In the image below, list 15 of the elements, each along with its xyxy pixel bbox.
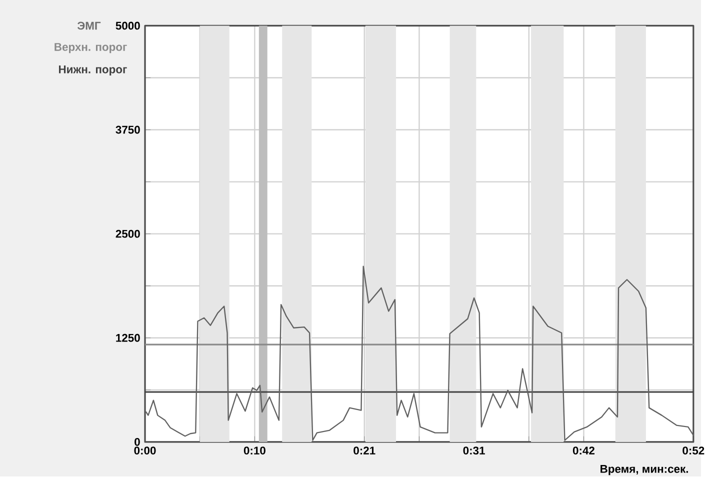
- x-tick-label: 0:52: [682, 446, 704, 454]
- y-axis-title: ЭМГ: [77, 22, 101, 30]
- y-tick-label: 1250: [116, 334, 140, 342]
- x-axis-title: Время, мин:сек.: [600, 464, 688, 475]
- y-tick-label: 0: [134, 438, 140, 446]
- ref-line-label: Нижн. порог: [58, 65, 127, 76]
- x-tick-label: 0:00: [134, 446, 156, 454]
- x-tick-label: 0:31: [463, 446, 485, 454]
- ref-line-label: Верхн. порог: [54, 42, 127, 53]
- y-tick-label: 2500: [116, 230, 140, 238]
- x-tick-label: 0:42: [572, 446, 594, 454]
- x-tick-label: 0:10: [244, 446, 266, 454]
- x-tick-label: 0:21: [354, 446, 376, 454]
- y-tick-label: 3750: [116, 126, 140, 134]
- y-tick-label: 5000: [116, 22, 140, 30]
